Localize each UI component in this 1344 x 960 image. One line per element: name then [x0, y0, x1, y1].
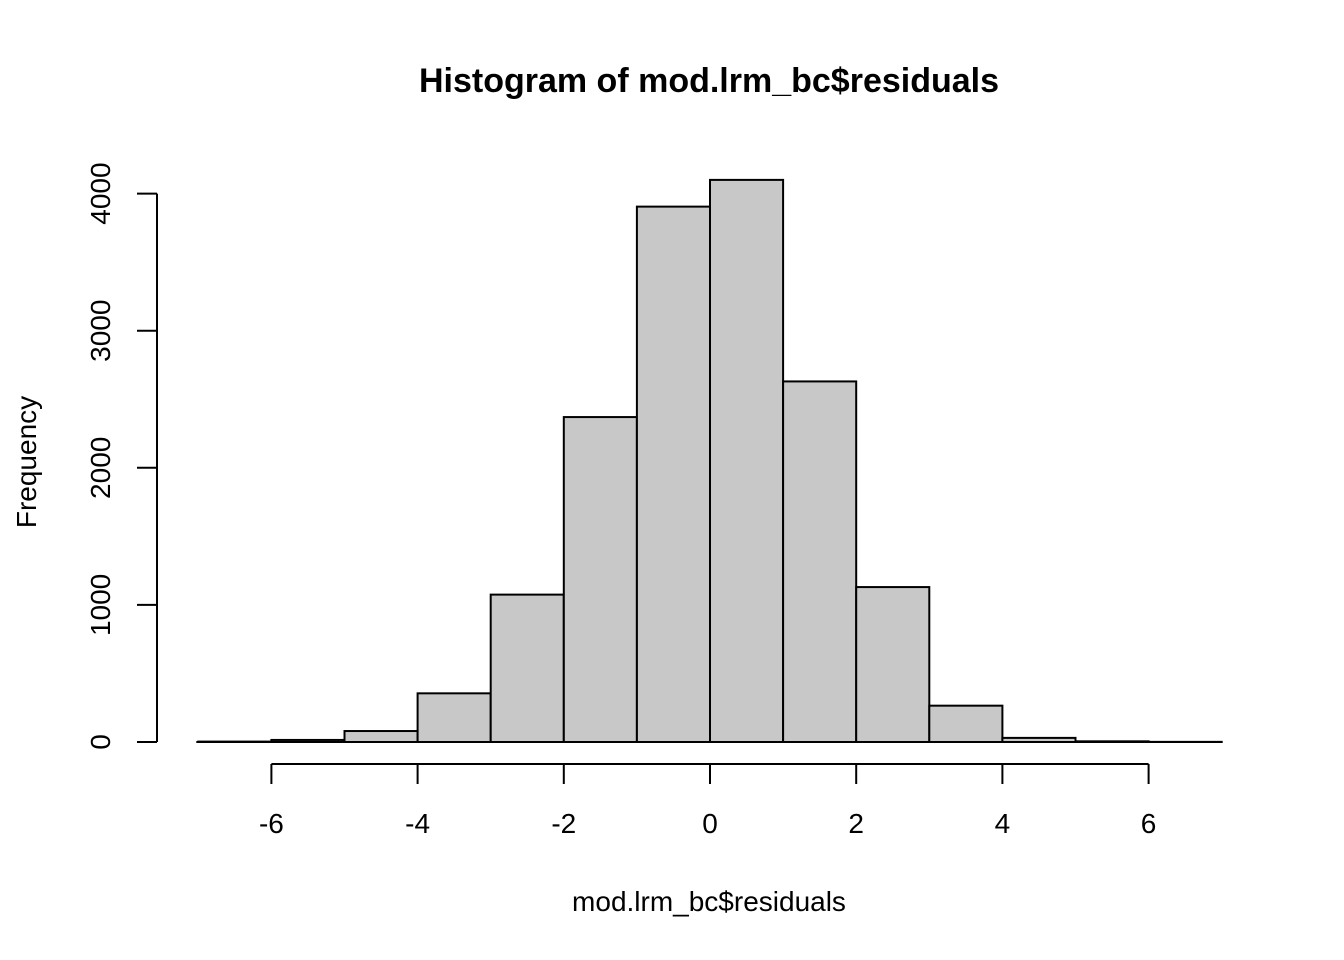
histogram-bar-9 [855, 586, 931, 744]
histogram-bar-3 [416, 692, 492, 744]
x-axis: -6 -4 -2 0 2 4 6 [259, 763, 1157, 839]
chart-title: Histogram of mod.lrm_bc$residuals [419, 62, 999, 100]
x-tick-label-5: 4 [995, 808, 1011, 839]
histogram-bar-4 [489, 593, 565, 743]
y-tick-label-2: 2000 [85, 437, 116, 499]
histogram-bar-11 [1001, 736, 1077, 744]
y-tick-label-4: 4000 [85, 162, 116, 224]
x-tick-label-2: -2 [551, 808, 576, 839]
histogram-bar-7 [709, 178, 785, 743]
x-tick-label-3: 0 [702, 808, 718, 839]
histogram-bar-10 [928, 704, 1004, 744]
histogram-bar-2 [343, 730, 419, 743]
y-axis-label: Frequency [11, 396, 42, 528]
x-tick-label-0: -6 [259, 808, 284, 839]
y-tick-label-1: 1000 [85, 574, 116, 636]
histogram-bar-12 [1074, 740, 1150, 744]
histogram-bar-8 [782, 380, 858, 743]
x-tick-label-1: -4 [405, 808, 430, 839]
bars-group [196, 178, 1223, 744]
y-tick-label-3: 3000 [85, 300, 116, 362]
x-tick-label-4: 2 [848, 808, 864, 839]
histogram-bar-5 [562, 416, 638, 743]
x-tick-label-6: 6 [1141, 808, 1157, 839]
y-tick-label-0: 0 [85, 734, 116, 750]
histogram-bar-1 [270, 738, 346, 743]
x-axis-label: mod.lrm_bc$residuals [572, 886, 846, 917]
y-axis: 0 1000 2000 3000 4000 [85, 162, 158, 750]
histogram-bar-6 [635, 205, 712, 743]
